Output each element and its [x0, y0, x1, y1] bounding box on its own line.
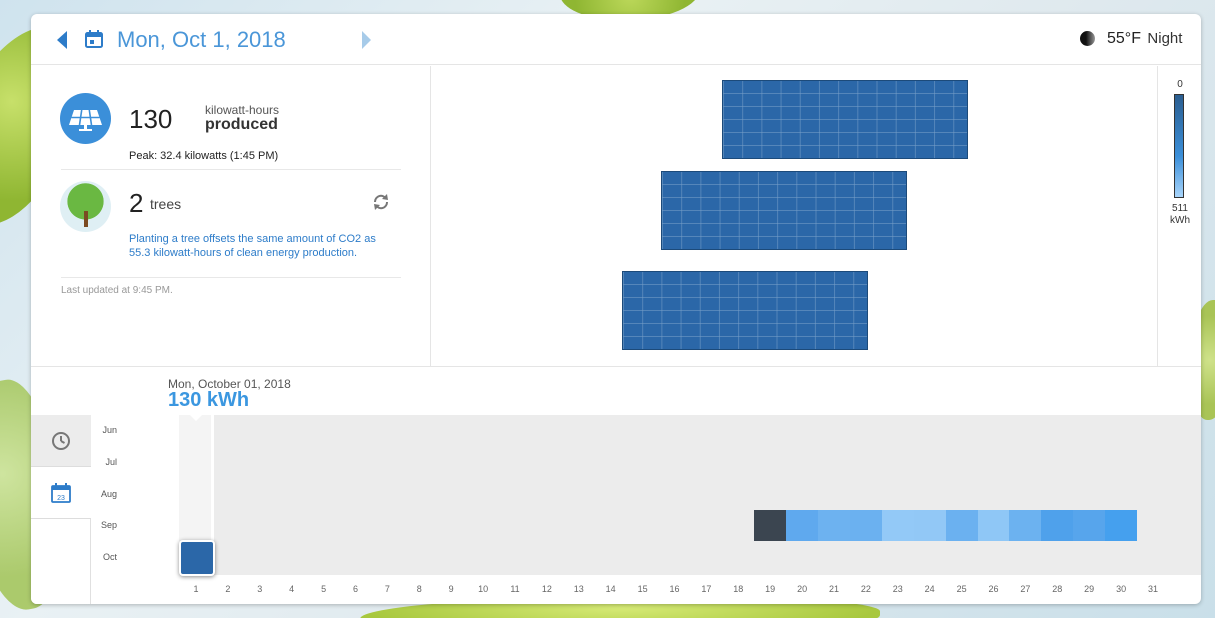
selected-day-cell[interactable] — [179, 540, 215, 576]
heatmap-cell-sep-24[interactable] — [913, 510, 946, 541]
panel-array-2[interactable] — [661, 171, 907, 250]
day-label: 29 — [1084, 584, 1095, 594]
calendar-day-icon: 23 — [51, 483, 71, 503]
day-label: 8 — [416, 584, 422, 594]
day-label: 27 — [1020, 584, 1031, 594]
month-label-oct: Oct — [102, 552, 117, 562]
previous-day-button[interactable] — [57, 31, 67, 49]
day-label: 3 — [257, 584, 263, 594]
trees-label: trees — [150, 196, 182, 212]
next-day-button[interactable] — [362, 31, 371, 49]
day-label: 4 — [289, 584, 295, 594]
heatmap-grid — [91, 415, 1201, 575]
day-label: 21 — [828, 584, 839, 594]
day-label: 20 — [797, 584, 808, 594]
day-label: 12 — [541, 584, 552, 594]
panel-array-3[interactable] — [622, 271, 868, 350]
moon-icon — [1080, 31, 1095, 46]
selected-kwh: 130 kWh — [168, 389, 250, 411]
day-label: 25 — [956, 584, 967, 594]
tree-trunk-shape — [84, 211, 88, 227]
day-label: 23 — [892, 584, 903, 594]
day-label: 15 — [637, 584, 648, 594]
last-updated: Last updated at 9:45 PM. — [61, 285, 173, 296]
produced-unit: kilowatt-hours — [205, 103, 280, 117]
color-legend: 0 511 kWh — [1157, 66, 1201, 366]
calendar-icon[interactable] — [85, 30, 103, 48]
day-label: 28 — [1052, 584, 1063, 594]
clock-icon — [52, 432, 70, 450]
tab-calendar[interactable]: 23 — [31, 467, 91, 519]
divider — [61, 277, 401, 278]
day-label: 30 — [1116, 584, 1127, 594]
refresh-icon[interactable] — [371, 192, 391, 212]
heatmap-cell-sep-26[interactable] — [977, 510, 1010, 541]
legend-min: 0 — [1177, 79, 1183, 90]
produced-label: produced — [205, 116, 278, 133]
tree-offset-info: Planting a tree offsets the same amount … — [129, 233, 376, 259]
day-label: 26 — [988, 584, 999, 594]
view-tabs: 23 — [31, 415, 91, 604]
day-label: 11 — [510, 584, 520, 594]
heatmap-cell-sep-21[interactable] — [818, 510, 850, 541]
month-label-jul: Jul — [105, 457, 117, 467]
selection-caret — [188, 413, 204, 421]
day-label: 9 — [448, 584, 454, 594]
weather-condition: Night — [1147, 30, 1183, 47]
heatmap-background — [214, 415, 1201, 575]
heatmap-cell-sep-25[interactable] — [945, 510, 978, 541]
solar-array-map — [432, 66, 1156, 366]
day-label: 24 — [924, 584, 935, 594]
day-label: 17 — [701, 584, 712, 594]
date-title[interactable]: Mon, Oct 1, 2018 — [117, 27, 286, 52]
heatmap-cell-sep-28[interactable] — [1041, 510, 1074, 541]
day-label: 1 — [193, 584, 199, 594]
produced-value: 130 — [129, 104, 173, 134]
day-label: 14 — [605, 584, 616, 594]
month-label-aug: Aug — [100, 489, 117, 499]
legend-gradient-bar — [1174, 94, 1184, 198]
legend-max-unit: kWh — [1170, 215, 1190, 226]
heatmap-cell-sep-23[interactable] — [881, 510, 914, 541]
heatmap-cell-sep-22[interactable] — [849, 510, 882, 541]
day-label: 10 — [478, 584, 489, 594]
header-bar: Mon, Oct 1, 2018 55°F Night — [31, 14, 1201, 65]
summary-panel: 130 kilowatt-hours produced Peak: 32.4 k… — [31, 66, 431, 366]
panel-array-1[interactable] — [722, 80, 968, 159]
selected-column-highlight — [179, 415, 211, 541]
heatmap-cell-sep-30[interactable] — [1105, 510, 1138, 541]
heatmap-cell-sep-19[interactable] — [754, 510, 787, 541]
heatmap-cell-sep-27[interactable] — [1009, 510, 1042, 541]
temperature: 55°F — [1107, 30, 1141, 47]
tab-hourly[interactable] — [31, 415, 91, 467]
solar-panel-glyph — [69, 109, 102, 131]
day-label: 7 — [384, 584, 390, 594]
day-label: 19 — [765, 584, 776, 594]
day-label: 16 — [669, 584, 680, 594]
trees-value: 2 — [129, 188, 144, 218]
selected-date: Mon, October 01, 2018 — [168, 377, 291, 391]
heatmap-cell-sep-20[interactable] — [786, 510, 819, 541]
day-label: 5 — [321, 584, 327, 594]
peak-readout: Peak: 32.4 kilowatts (1:45 PM) — [129, 150, 279, 162]
month-label-sep: Sep — [100, 520, 117, 530]
day-label: 22 — [860, 584, 871, 594]
day-label: 13 — [573, 584, 584, 594]
legend-max-value: 511 — [1172, 203, 1188, 214]
legend-max: 511 kWh — [1158, 203, 1201, 227]
month-label-jun: Jun — [102, 425, 117, 435]
solar-panel-icon — [60, 93, 111, 144]
day-label: 18 — [733, 584, 744, 594]
divider — [61, 169, 401, 170]
main-card: Mon, Oct 1, 2018 55°F Night 130 kilowatt… — [31, 14, 1201, 604]
svg-text:23: 23 — [57, 495, 65, 502]
day-label: 31 — [1147, 584, 1158, 594]
day-label: 2 — [225, 584, 231, 594]
day-label: 6 — [352, 584, 358, 594]
calendar-heatmap: Mon, October 01, 2018 130 kWh 23 — [31, 366, 1201, 604]
heatmap-cell-sep-29[interactable] — [1073, 510, 1106, 541]
weather-readout: 55°F Night — [1107, 30, 1182, 48]
